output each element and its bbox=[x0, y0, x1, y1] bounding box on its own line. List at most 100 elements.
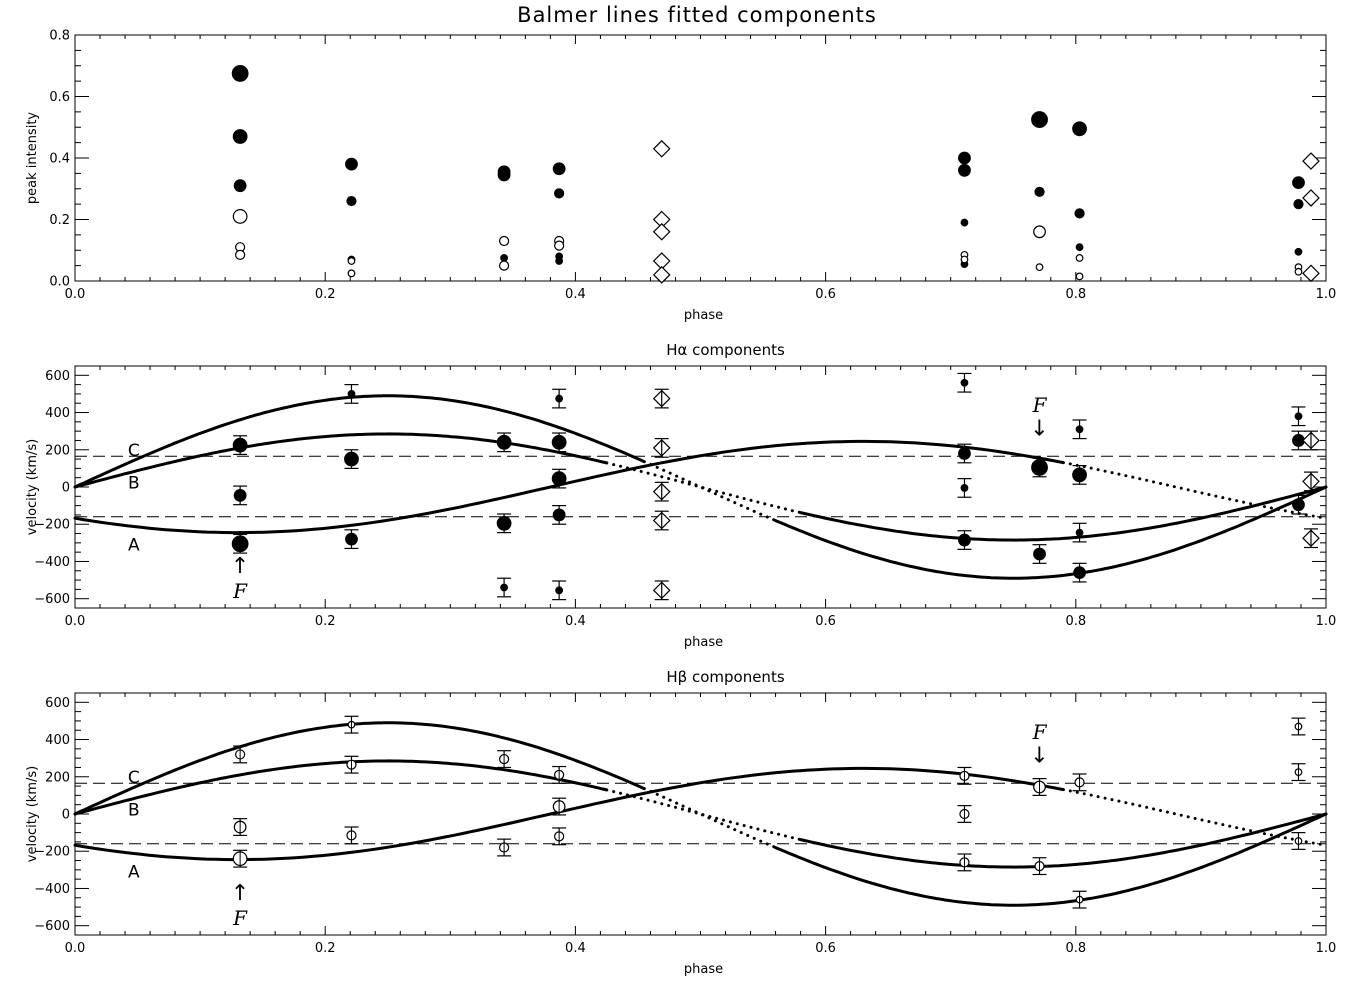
filled-circle-marker bbox=[958, 151, 971, 165]
x-tick-label: 0.6 bbox=[815, 941, 836, 956]
open-circle-marker bbox=[498, 260, 510, 271]
y-tick-label: 0 bbox=[62, 481, 70, 496]
filled-circle-marker bbox=[1072, 467, 1087, 483]
filled-circle-marker bbox=[1074, 208, 1085, 219]
panel-title: Hβ components bbox=[666, 668, 784, 686]
diamond-marker bbox=[652, 139, 671, 158]
filled-circle-marker bbox=[1031, 459, 1048, 476]
diamond-marker bbox=[1302, 189, 1320, 207]
filled-circle-marker bbox=[1034, 186, 1045, 197]
curve-label-b: B bbox=[128, 473, 140, 493]
filled-circle-marker bbox=[552, 162, 566, 176]
y-tick-label: 200 bbox=[45, 443, 70, 458]
filled-circle-marker bbox=[552, 508, 566, 522]
open-circle-marker bbox=[1075, 254, 1084, 262]
hbeta-panel: 0.0 0.2 0.4 0.6 0.8 1.0 −600 −400 −200 0 200 400 600… bbox=[25, 668, 1336, 977]
open-circle-marker bbox=[232, 209, 248, 224]
diamond-marker bbox=[652, 222, 671, 241]
x-tick-label: 0.0 bbox=[65, 614, 86, 629]
curve-label-a: A bbox=[128, 863, 140, 883]
model-curve-c-dotted bbox=[642, 787, 778, 850]
arrow-up-icon: ↑ bbox=[231, 554, 249, 579]
x-tick-label: 0.4 bbox=[565, 614, 586, 629]
filled-circle-marker bbox=[1075, 425, 1084, 434]
filled-circle-marker bbox=[960, 218, 969, 227]
y-tick-label: 400 bbox=[45, 406, 70, 421]
y-tick-label: 0.6 bbox=[49, 90, 70, 105]
model-curve-a bbox=[73, 439, 1065, 535]
halpha-panel: 0.0 0.2 0.4 0.6 0.8 1.0 −600 −400 −200 0 200 400 600… bbox=[25, 341, 1336, 650]
annotation-f: F bbox=[1032, 720, 1048, 744]
filled-circle-marker bbox=[1294, 412, 1303, 421]
x-tick-label: 0.6 bbox=[815, 287, 836, 302]
filled-circle-marker bbox=[233, 488, 247, 502]
x-tick-label: 0.4 bbox=[565, 941, 586, 956]
y-tick-label: −200 bbox=[34, 845, 70, 860]
filled-circle-marker bbox=[958, 163, 971, 177]
y-tick-label: 0 bbox=[62, 808, 70, 823]
model-curve-c bbox=[73, 394, 646, 489]
curve-label-b: B bbox=[128, 800, 140, 820]
diamond-marker bbox=[652, 266, 671, 284]
open-circle-marker bbox=[1035, 263, 1044, 272]
open-circle-marker bbox=[1075, 272, 1084, 281]
filled-circle-marker bbox=[232, 129, 248, 144]
diamond-marker bbox=[1302, 152, 1320, 170]
arrow-down-icon: ↓ bbox=[1030, 416, 1048, 441]
filled-circle-marker bbox=[1072, 121, 1087, 137]
filled-circle-marker bbox=[233, 179, 247, 193]
x-tick-label: 0.0 bbox=[65, 941, 86, 956]
plot-frame bbox=[74, 692, 1327, 936]
open-circle-marker bbox=[235, 249, 246, 260]
x-tick-label: 0.8 bbox=[1065, 941, 1086, 956]
y-tick-label: 400 bbox=[45, 733, 70, 748]
peak-intensity-panel: 0.0 0.2 0.4 0.6 0.8 1.0 0.0 0.2 0.4 0.6 0.8 phase pe… bbox=[25, 29, 1336, 324]
panel-title: Hα components bbox=[666, 341, 785, 359]
filled-circle-marker bbox=[346, 195, 357, 207]
open-circle-marker bbox=[960, 255, 969, 264]
curve-label-a: A bbox=[128, 536, 140, 556]
y-axis-title: velocity (km/s) bbox=[25, 439, 40, 535]
x-tick-label: 0.8 bbox=[1065, 287, 1086, 302]
x-tick-label: 0.2 bbox=[315, 941, 336, 956]
x-axis-title: phase bbox=[684, 635, 723, 650]
model-curve-b-dotted bbox=[605, 461, 803, 515]
y-tick-label: 0.2 bbox=[49, 213, 70, 228]
arrow-down-icon: ↓ bbox=[1030, 743, 1048, 768]
filled-circle-marker bbox=[1292, 498, 1305, 512]
plot-frame bbox=[74, 34, 1327, 282]
filled-circle-marker bbox=[345, 532, 358, 546]
model-curve-b bbox=[73, 759, 609, 816]
filled-circle-marker bbox=[1293, 199, 1304, 210]
y-tick-label: −200 bbox=[34, 518, 70, 533]
x-axis-title: phase bbox=[684, 962, 723, 977]
filled-circle-marker bbox=[555, 394, 564, 403]
open-circle-marker bbox=[554, 240, 565, 251]
y-tick-label: −400 bbox=[34, 882, 70, 897]
model-curve-a-dotted bbox=[1061, 461, 1328, 520]
filled-circle-marker bbox=[960, 378, 969, 387]
filled-circle-marker bbox=[496, 434, 512, 450]
filled-circle-marker bbox=[551, 434, 567, 450]
figure-title: Balmer lines fitted components bbox=[517, 3, 877, 27]
model-curve-c bbox=[774, 485, 1328, 580]
model-curve-b bbox=[799, 812, 1328, 869]
filled-circle-marker bbox=[551, 471, 567, 487]
x-tick-label: 0.2 bbox=[315, 614, 336, 629]
y-tick-label: −600 bbox=[34, 919, 70, 934]
x-tick-label: 0.2 bbox=[315, 287, 336, 302]
filled-circle-marker bbox=[347, 390, 356, 398]
open-circle-marker bbox=[1294, 267, 1303, 276]
filled-circle-marker bbox=[500, 254, 508, 262]
y-tick-label: 600 bbox=[45, 369, 70, 384]
y-tick-label: 600 bbox=[45, 696, 70, 711]
x-tick-label: 1.0 bbox=[1316, 614, 1337, 629]
filled-circle-marker bbox=[958, 447, 971, 460]
filled-circle-marker bbox=[1294, 247, 1303, 256]
filled-circle-marker bbox=[231, 65, 249, 82]
plot-frame bbox=[74, 365, 1327, 609]
curve-label-c: C bbox=[128, 768, 140, 788]
filled-circle-marker bbox=[231, 535, 249, 553]
filled-circle-marker bbox=[500, 583, 508, 592]
